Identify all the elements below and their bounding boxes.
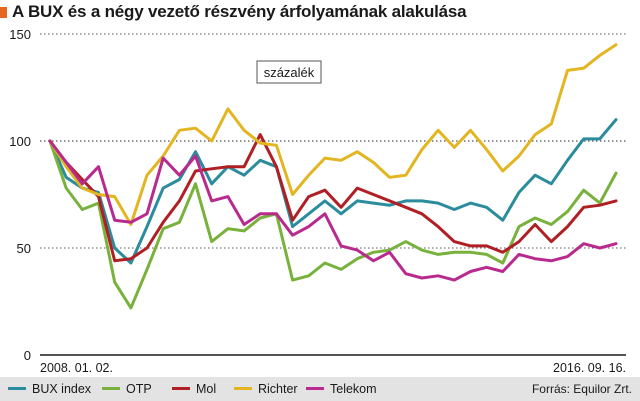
legend-swatch-telekom <box>306 387 324 391</box>
series-line-richter <box>48 43 618 226</box>
y-tick-label-150: 150 <box>9 27 31 42</box>
y-tick-labels: 0 50 100 150 <box>9 27 31 363</box>
series-line-telekom <box>48 139 618 282</box>
x-start-label: 2008. 01. 02. <box>40 361 113 375</box>
chart-title: A BUX és a négy vezető részvény árfolyam… <box>12 2 467 21</box>
y-tick-label-100: 100 <box>9 134 31 149</box>
legend-swatch-richter <box>234 387 252 391</box>
series-layer <box>48 43 618 310</box>
legend-item-richter: Richter <box>234 382 298 396</box>
source-note: Forrás: Equilor Zrt. <box>531 382 632 396</box>
x-end-label: 2016. 09. 16. <box>553 361 626 375</box>
legend-label-richter: Richter <box>258 382 298 396</box>
legend-swatch-otp <box>102 387 120 391</box>
legend-swatch-mol <box>172 387 190 391</box>
legend-label-mol: Mol <box>196 382 217 396</box>
legend-item-mol: Mol <box>172 382 216 396</box>
legend-item-telekom: Telekom <box>306 382 377 396</box>
title-marker <box>0 7 7 18</box>
title-bar: A BUX és a négy vezető részvény árfolyam… <box>0 0 640 26</box>
y-tick-label-50: 50 <box>17 241 31 256</box>
annotation-layer: százalék <box>256 60 322 84</box>
line-chart: 0 50 100 150 százalék 2008. 01. 02. 2016. 0… <box>9 27 626 375</box>
legend-label-telekom: Telekom <box>330 382 377 396</box>
legend: BUX index OTP Mol Richter Telekom Forrás… <box>0 377 640 401</box>
legend-label-otp: OTP <box>126 382 152 396</box>
unit-annotation-box <box>256 60 322 84</box>
series-line-mol <box>48 133 618 263</box>
legend-item-bux: BUX index <box>8 382 91 396</box>
series-line-bux-index <box>48 118 618 265</box>
legend-swatch-bux <box>8 387 26 391</box>
y-tick-label-0: 0 <box>24 348 31 363</box>
grid-layer <box>40 33 626 249</box>
unit-annotation: százalék <box>264 65 315 80</box>
x-axis: 2008. 01. 02. 2016. 09. 16. <box>40 354 626 375</box>
legend-item-otp: OTP <box>102 382 152 396</box>
series-line-otp <box>48 139 618 310</box>
legend-label-bux: BUX index <box>32 382 92 396</box>
